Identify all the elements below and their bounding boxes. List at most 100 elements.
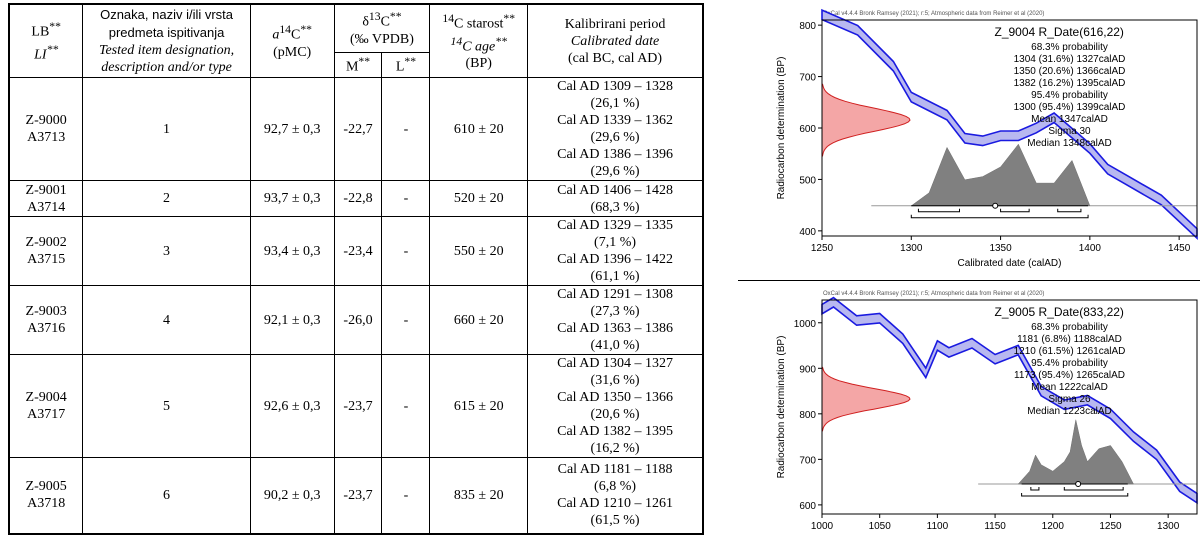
cell-lb: Z-9000 A3713 bbox=[8, 77, 84, 181]
cell-m: -23,7 bbox=[333, 457, 383, 534]
table-row: Z-9000 A3713 1 92,7 ± 0,3 -22,7-610 ± 20 Cal … bbox=[8, 77, 704, 181]
cell-periods: Cal AD 1406 – 1428 (68,3 %) bbox=[527, 180, 704, 217]
calibration-curve bbox=[821, 8, 1198, 241]
table-row: Z-9001 A3714 2 93,7 ± 0,3 -22,8-520 ± 20 Cal … bbox=[8, 180, 704, 217]
y-tick-label: 900 bbox=[799, 364, 816, 375]
cell-m: -22,8 bbox=[333, 180, 383, 217]
cell-lb: Z-9004 A3717 bbox=[8, 354, 84, 458]
cell-l: - bbox=[381, 457, 431, 534]
y-axis-label: Radiocarbon determination (BP) bbox=[776, 57, 787, 200]
plot-annotation: 68.3% probability bbox=[1031, 322, 1108, 333]
cell-item: 4 bbox=[82, 285, 251, 355]
cell-a14c: 92,6 ± 0,3 bbox=[249, 354, 335, 458]
x-tick-label: 1150 bbox=[984, 521, 1006, 532]
x-tick-label: 1050 bbox=[869, 521, 892, 532]
cell-item: 6 bbox=[82, 457, 251, 534]
cell-item: 2 bbox=[82, 180, 251, 217]
x-tick-label: 1300 bbox=[900, 243, 923, 254]
cell-item: 1 bbox=[82, 77, 251, 181]
plot-title: Z_9004 R_Date(616,22) bbox=[995, 25, 1124, 39]
plot-frame bbox=[821, 299, 1198, 515]
y-tick-label: 800 bbox=[799, 410, 816, 421]
cell-lb: Z-9003 A3716 bbox=[8, 285, 84, 355]
measurement-distribution bbox=[821, 366, 911, 432]
x-axis-label: Calibrated date (calAD) bbox=[958, 258, 1062, 269]
y-tick-label: 800 bbox=[799, 21, 816, 32]
plot-header: OxCal v4.4.4 Bronk Ramsey (2021); r:5; A… bbox=[823, 11, 1044, 17]
measurement-distribution bbox=[821, 83, 911, 157]
cell-l: - bbox=[381, 285, 431, 355]
plot-annotation: 1304 (31.6%) 1327calAD bbox=[1014, 54, 1126, 65]
plot-header: OxCal v4.4.4 Bronk Ramsey (2021); r:5; A… bbox=[823, 291, 1044, 297]
plot-annotation: 1382 (16.2%) 1395calAD bbox=[1014, 78, 1126, 89]
header-lb: LB** LI** bbox=[8, 3, 84, 78]
x-tick-label: 1350 bbox=[989, 243, 1012, 254]
posterior-distribution bbox=[911, 143, 1091, 207]
cell-a14c: 92,1 ± 0,3 bbox=[249, 285, 335, 355]
range-68-bracket bbox=[1057, 208, 1082, 213]
plot-annotation: 1210 (61.5%) 1261calAD bbox=[1014, 346, 1126, 357]
plot-annotation: Sigma 30 bbox=[1048, 126, 1091, 137]
range-95-bracket bbox=[910, 214, 1089, 219]
x-tick-label: 1100 bbox=[927, 521, 949, 532]
y-axis-label: Radiocarbon determination (BP) bbox=[776, 336, 787, 479]
cell-m: -23,4 bbox=[333, 216, 383, 286]
range-95-bracket bbox=[1021, 493, 1129, 497]
cell-lb: Z-9005 A3718 bbox=[8, 457, 84, 534]
mean-marker bbox=[992, 202, 999, 209]
cell-l: - bbox=[381, 354, 431, 458]
calibration-plot-z9004: OxCal v4.4.4 Bronk Ramsey (2021); r:5; A… bbox=[776, 8, 1198, 269]
header-l: L** bbox=[381, 51, 431, 79]
range-68-bracket bbox=[917, 208, 960, 213]
header-a14c: a14C** (pMC) bbox=[249, 3, 335, 78]
plot-annotation: Sigma 26 bbox=[1048, 394, 1091, 405]
header-age: 14C starost** 14C age** (BP) bbox=[429, 3, 529, 78]
cell-lb: Z-9001 A3714 bbox=[8, 180, 84, 217]
plot-annotation: 1181 (6.8%) 1188calAD bbox=[1017, 334, 1122, 345]
cell-item: 5 bbox=[82, 354, 251, 458]
header-item: Oznaka, naziv i/ili vrsta predmeta ispit… bbox=[82, 3, 251, 78]
plot-title: Z_9005 R_Date(833,22) bbox=[995, 305, 1124, 319]
plot-annotation: Mean 1347calAD bbox=[1031, 114, 1108, 125]
table-row: Z-9004 A3717 5 92,6 ± 0,3 -23,7-615 ± 20 Cal … bbox=[8, 354, 704, 458]
plot-annotation: Median 1223calAD bbox=[1027, 406, 1112, 417]
cell-m: -23,7 bbox=[333, 354, 383, 458]
cell-l: - bbox=[381, 216, 431, 286]
y-tick-label: 400 bbox=[799, 227, 816, 238]
plot-annotation: Median 1348calAD bbox=[1027, 138, 1112, 149]
cell-a14c: 93,7 ± 0,3 bbox=[249, 180, 335, 217]
header-calibrated: Kalibrirani period Calibrated date (cal … bbox=[527, 3, 704, 78]
x-tick-label: 1450 bbox=[1168, 243, 1191, 254]
cell-a14c: 92,7 ± 0,3 bbox=[249, 77, 335, 181]
y-tick-label: 700 bbox=[799, 73, 816, 84]
x-tick-label: 1250 bbox=[1099, 521, 1122, 532]
cell-periods: Cal AD 1329 – 1335 (7,1 %) Cal AD 1396 – 1… bbox=[527, 216, 704, 286]
x-tick-label: 1400 bbox=[1079, 243, 1102, 254]
calibration-plot-z9005: OxCal v4.4.4 Bronk Ramsey (2021); r:5; A… bbox=[776, 291, 1198, 532]
plot-annotation: 1300 (95.4%) 1399calAD bbox=[1014, 102, 1126, 113]
cell-age: 660 ± 20 bbox=[429, 285, 529, 355]
plot-annotation: Mean 1222calAD bbox=[1031, 382, 1108, 393]
mean-marker bbox=[1075, 481, 1082, 488]
table-row: Z-9002 A3715 3 93,4 ± 0,3 -23,4-550 ± 20 Cal … bbox=[8, 216, 704, 286]
cell-a14c: 93,4 ± 0,3 bbox=[249, 216, 335, 286]
plot-separator bbox=[738, 280, 1200, 281]
header-m: M** bbox=[333, 51, 383, 79]
posterior-distribution bbox=[1017, 419, 1134, 485]
cell-l: - bbox=[381, 180, 431, 217]
cell-l: - bbox=[381, 77, 431, 181]
x-tick-label: 1200 bbox=[1042, 521, 1065, 532]
cell-item: 3 bbox=[82, 216, 251, 286]
range-68-bracket bbox=[1030, 487, 1040, 491]
header-d13c: δ13C** (‰ VPDB) bbox=[333, 3, 431, 53]
cell-periods: Cal AD 1309 – 1328 (26,1 %) Cal AD 1339 – … bbox=[527, 77, 704, 181]
table-row: Z-9003 A3716 4 92,1 ± 0,3 -26,0-660 ± 20 Cal … bbox=[8, 285, 704, 355]
cell-age: 835 ± 20 bbox=[429, 457, 529, 534]
cell-a14c: 90,2 ± 0,3 bbox=[249, 457, 335, 534]
plot-annotation: 95.4% probability bbox=[1031, 90, 1108, 101]
table-body: Z-9000 A3713 1 92,7 ± 0,3 -22,7-610 ± 20 Cal … bbox=[8, 77, 704, 534]
cell-periods: Cal AD 1181 – 1188 (6,8 %) Cal AD 1210 – 1… bbox=[527, 457, 704, 534]
cell-age: 615 ± 20 bbox=[429, 354, 529, 458]
cell-age: 520 ± 20 bbox=[429, 180, 529, 217]
range-68-bracket bbox=[1063, 487, 1124, 491]
